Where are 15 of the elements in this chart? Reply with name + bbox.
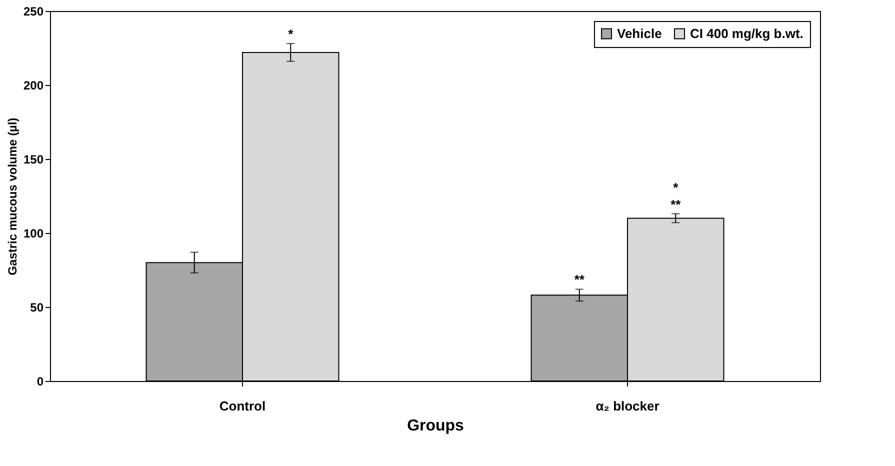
y-axis-title: Gastric mucous volume (µl) [5, 118, 20, 276]
x-axis-title: Groups [407, 418, 464, 434]
data-label: * ** [670, 180, 682, 212]
x-tick-label: α₂ blocker [596, 398, 660, 414]
data-label: ** [574, 272, 586, 288]
data-label: * [288, 26, 294, 42]
y-tick-label: 0 [36, 374, 44, 388]
legend-label: CI 400 mg/kg b.wt. [690, 26, 804, 41]
y-tick-label: 200 [23, 78, 44, 92]
y-tick-label: 50 [30, 300, 44, 314]
x-tick-label: Control [219, 398, 266, 414]
legend-label: Vehicle [617, 26, 662, 41]
y-tick-label: 100 [23, 226, 44, 240]
y-tick-label: 150 [23, 152, 44, 166]
y-tick-label: 250 [23, 4, 44, 18]
